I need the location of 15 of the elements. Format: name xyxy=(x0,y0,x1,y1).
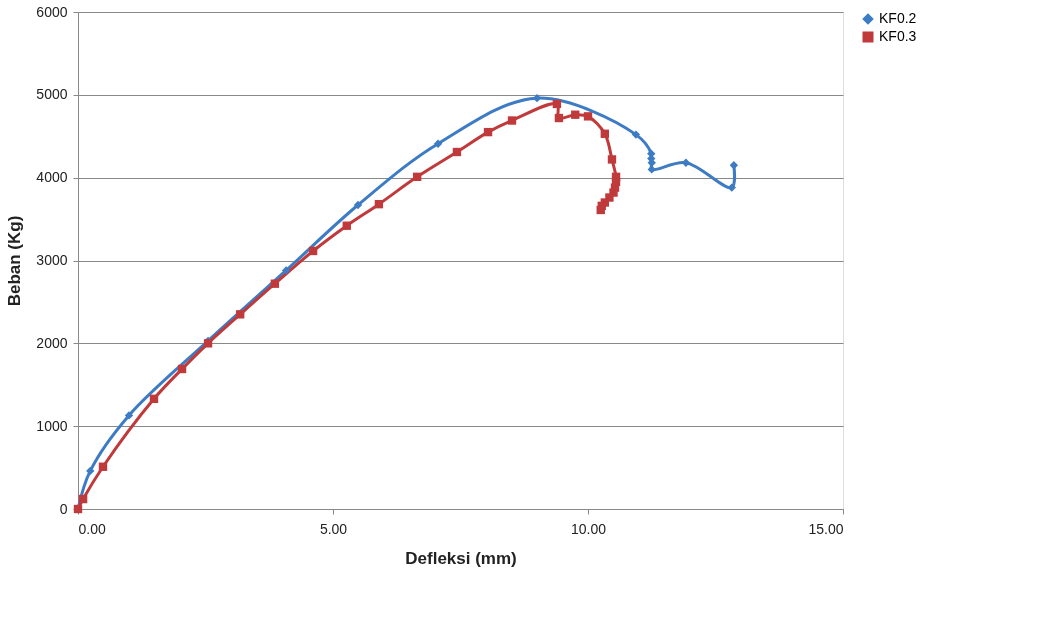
legend-label: KF0.2 xyxy=(879,10,917,26)
x-axis-title: Defleksi (mm) xyxy=(405,548,517,568)
y-tick-label: 4000 xyxy=(36,169,68,186)
y-axis-title: Beban (Kg) xyxy=(5,215,25,307)
x-tick-label: 5.00 xyxy=(319,520,348,537)
y-tick-label: 3000 xyxy=(36,252,68,268)
y-tick-label: 2000 xyxy=(36,334,68,351)
y-tick-label: 5000 xyxy=(36,86,68,103)
x-tick-label: 15.00 xyxy=(808,520,844,537)
y-tick-label: 1000 xyxy=(36,417,68,434)
y-tick-label: 6000 xyxy=(36,3,68,20)
x-tick-label: 10.00 xyxy=(570,520,607,537)
x-tick-label: 0.00 xyxy=(78,520,106,537)
y-tick-label: 0 xyxy=(59,500,68,517)
legend-label: KF0.3 xyxy=(879,28,917,44)
